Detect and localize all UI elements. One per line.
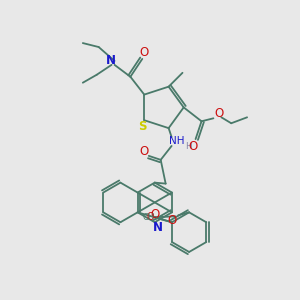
Text: N: N bbox=[153, 221, 163, 234]
Text: O: O bbox=[151, 208, 160, 221]
Text: O: O bbox=[139, 146, 148, 158]
Text: N: N bbox=[106, 54, 116, 68]
Text: O: O bbox=[168, 214, 177, 227]
Text: CH₂: CH₂ bbox=[142, 213, 158, 222]
Text: NH: NH bbox=[169, 136, 184, 146]
Text: H: H bbox=[185, 142, 192, 152]
Text: O: O bbox=[188, 140, 197, 152]
Text: O: O bbox=[215, 107, 224, 120]
Text: O: O bbox=[146, 212, 154, 222]
Text: S: S bbox=[138, 120, 146, 133]
Text: O: O bbox=[140, 46, 149, 59]
